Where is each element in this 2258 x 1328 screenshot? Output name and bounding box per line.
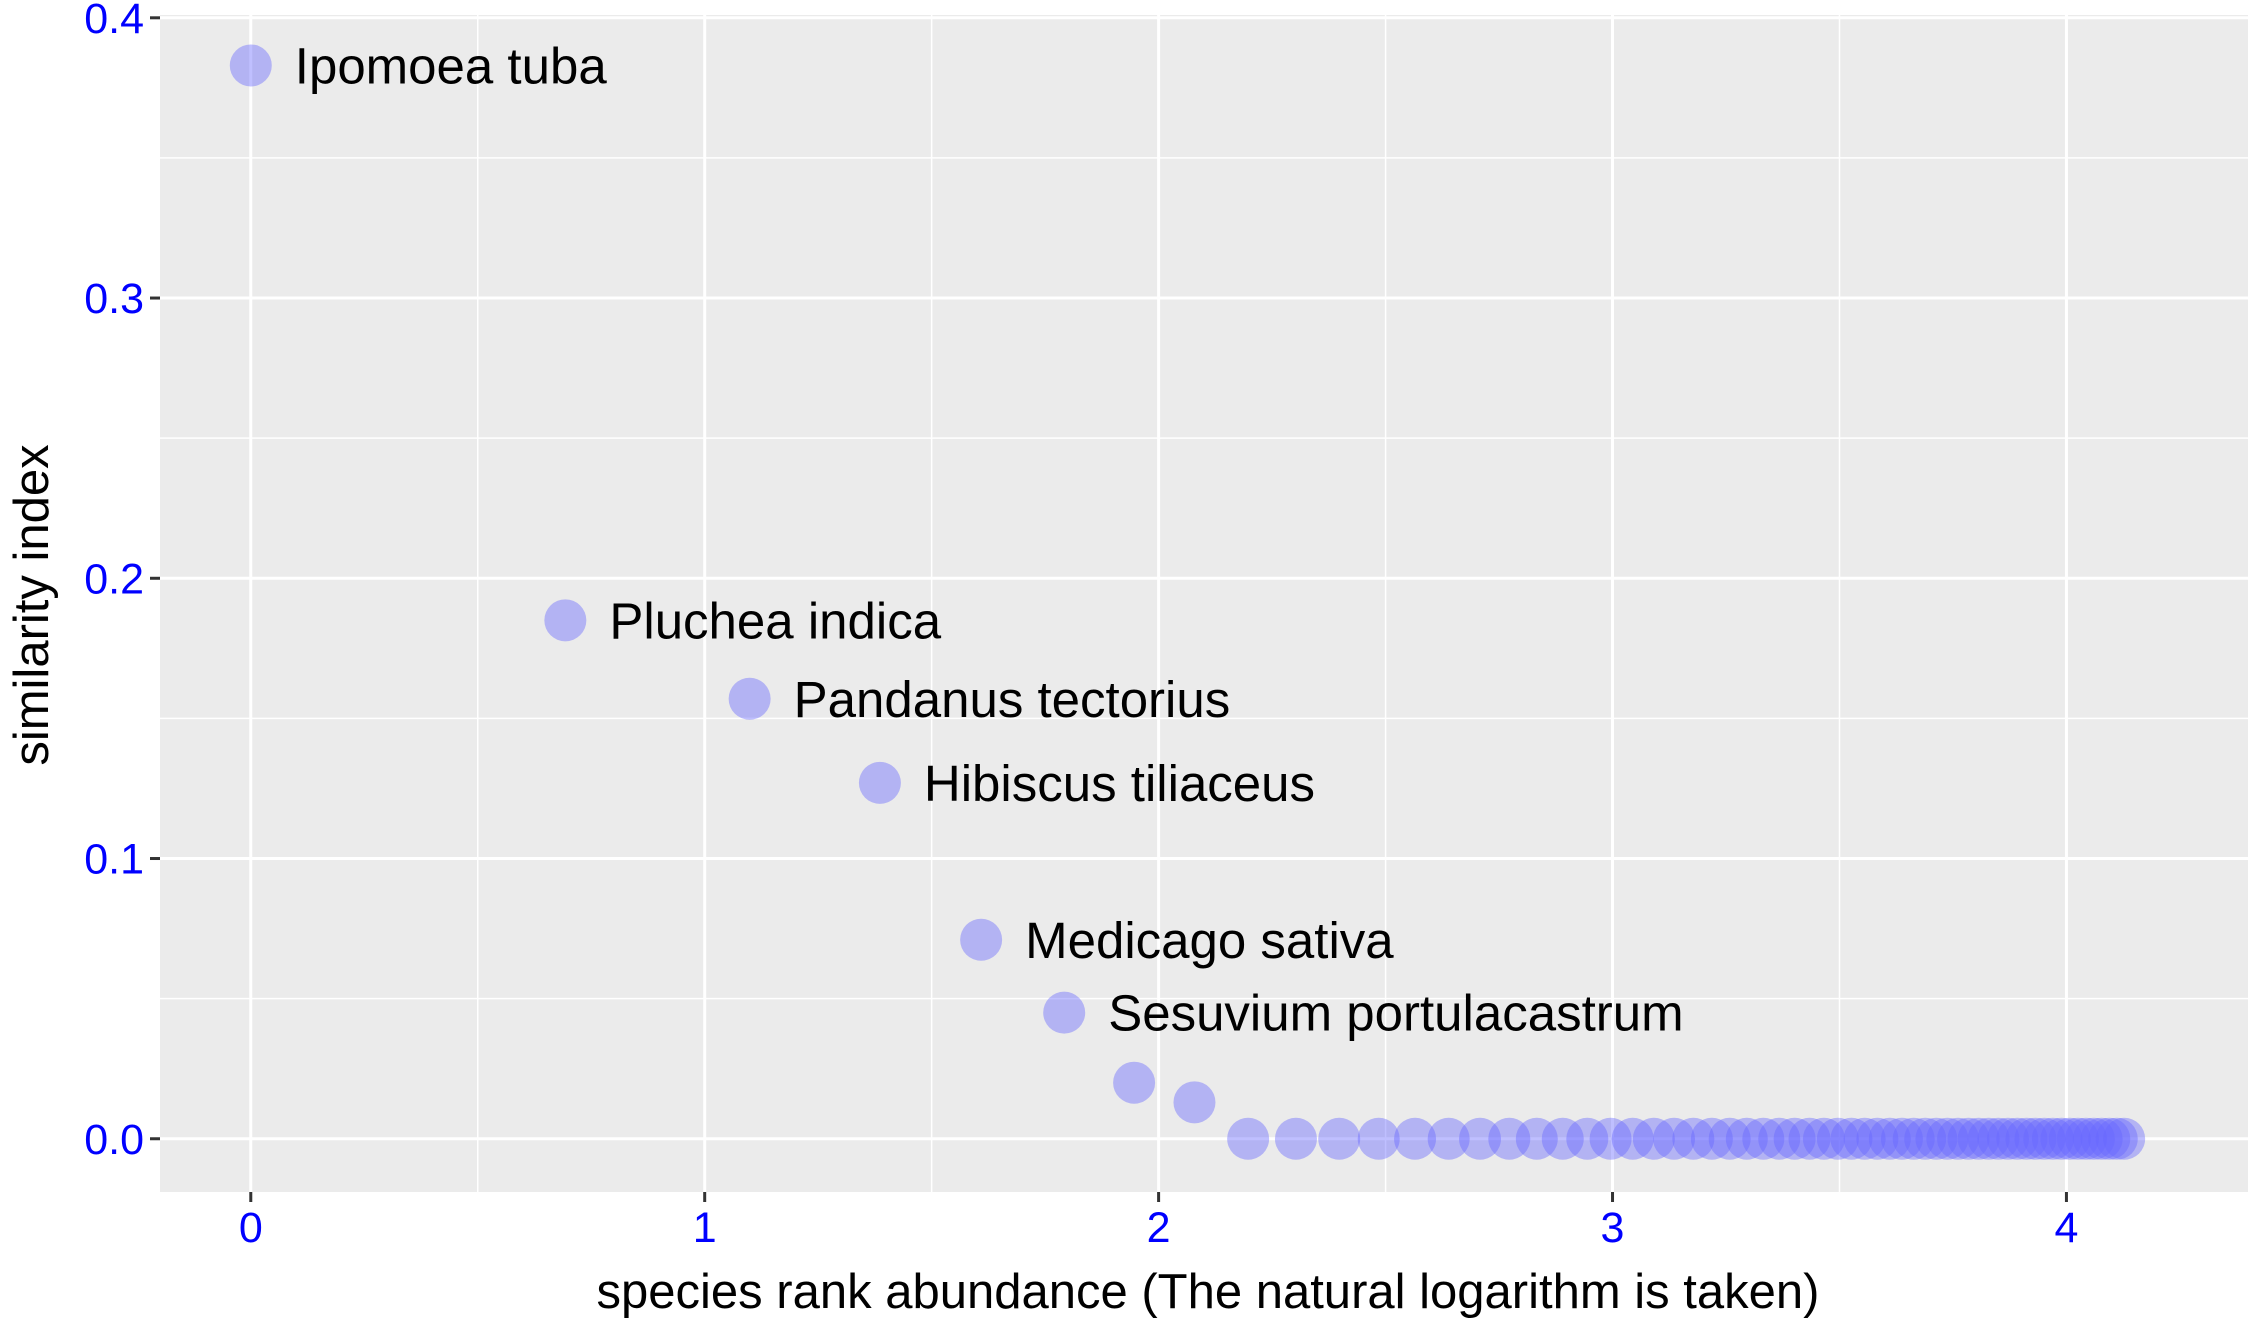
data-point (1915, 1117, 1958, 1160)
data-point (1868, 1117, 1911, 1160)
y-axis-title: similarity index (5, 444, 59, 765)
data-label: Medicago sativa (1025, 912, 1394, 969)
data-point (1977, 1117, 2020, 1160)
data-point (2088, 1117, 2131, 1160)
data-label: Sesuvium portulacastrum (1108, 985, 1683, 1042)
data-label: Pluchea indica (609, 592, 941, 649)
plot-panel (160, 15, 2248, 1192)
data-point (2005, 1117, 2048, 1160)
y-tick-label: 0.1 (84, 836, 144, 884)
data-point (1880, 1117, 1923, 1160)
data-point (2064, 1117, 2107, 1160)
data-point (960, 918, 1003, 961)
data-point (1708, 1117, 1751, 1160)
data-point (1427, 1117, 1470, 1160)
axis-ticks (150, 16, 2068, 1202)
y-tick-label: 0.4 (84, 0, 144, 43)
data-point (2080, 1117, 2123, 1160)
data-point (858, 761, 901, 804)
x-axis-title: species rank abundance (The natural loga… (597, 1265, 1820, 1319)
data-point (1274, 1117, 1317, 1160)
y-tick-label: 0.3 (84, 275, 144, 323)
x-tick-label: 0 (239, 1204, 263, 1252)
data-point (728, 677, 771, 720)
data-point (2014, 1117, 2057, 1160)
data-point (1672, 1117, 1715, 1160)
data-point (1725, 1117, 1768, 1160)
data-point (1653, 1117, 1696, 1160)
data-point (1773, 1117, 1816, 1160)
major-gridlines (160, 15, 2248, 1192)
x-tick-label: 4 (2054, 1204, 2078, 1252)
data-point (1541, 1117, 1584, 1160)
data-point (1926, 1117, 1969, 1160)
data-label: Ipomoea tuba (295, 37, 608, 94)
data-point (1611, 1117, 1654, 1160)
data-point (1892, 1117, 1935, 1160)
data-point (1690, 1117, 1733, 1160)
data-point (1947, 1117, 1990, 1160)
data-point (1904, 1117, 1947, 1160)
data-point (1318, 1117, 1361, 1160)
data-point (1996, 1117, 2039, 1160)
data-point (1816, 1117, 1859, 1160)
data-point (2048, 1117, 2091, 1160)
data-point (1227, 1117, 1270, 1160)
minor-gridlines (160, 15, 2248, 1192)
data-point (1113, 1061, 1156, 1104)
data-point (1515, 1117, 1558, 1160)
y-tick-label: 0.2 (84, 555, 144, 603)
data-point (1986, 1117, 2029, 1160)
data-point (1488, 1117, 1531, 1160)
data-point (2056, 1117, 2099, 1160)
data-point (1566, 1117, 1609, 1160)
x-tick-label: 3 (1601, 1204, 1625, 1252)
data-point (1357, 1117, 1400, 1160)
data-point (544, 599, 587, 642)
data-point (1459, 1117, 1502, 1160)
y-axis-tick-labels: 0.0 0.1 0.2 0.3 0.4 (84, 0, 144, 1164)
data-point (1758, 1117, 1801, 1160)
data-point (1937, 1117, 1980, 1160)
x-axis-tick-labels: 0 1 2 3 4 (239, 1204, 2079, 1252)
data-label: Pandanus tectorius (794, 671, 1231, 728)
data-point (1830, 1117, 1873, 1160)
data-point (1043, 991, 1086, 1034)
x-tick-label: 1 (693, 1204, 717, 1252)
data-point (1802, 1117, 1845, 1160)
point-labels: Ipomoea tuba Pluchea indica Pandanus tecto… (295, 37, 1684, 1041)
y-tick-label: 0.0 (84, 1116, 144, 1164)
data-point (1967, 1117, 2010, 1160)
data-point (1788, 1117, 1831, 1160)
data-point (2095, 1117, 2138, 1160)
data-point (1843, 1117, 1886, 1160)
data-point (1632, 1117, 1675, 1160)
data-point (1394, 1117, 1437, 1160)
data-point (1589, 1117, 1632, 1160)
data-point (1856, 1117, 1899, 1160)
data-point (1173, 1081, 1216, 1124)
data-point (1742, 1117, 1785, 1160)
data-point (2023, 1117, 2066, 1160)
data-points (229, 44, 2146, 1160)
data-point (2040, 1117, 2083, 1160)
data-point (2031, 1117, 2074, 1160)
data-label: Hibiscus tiliaceus (924, 755, 1315, 812)
data-point (1957, 1117, 2000, 1160)
data-point (2103, 1117, 2146, 1160)
x-tick-label: 2 (1147, 1204, 1171, 1252)
data-point (2072, 1117, 2115, 1160)
data-point (229, 44, 272, 87)
